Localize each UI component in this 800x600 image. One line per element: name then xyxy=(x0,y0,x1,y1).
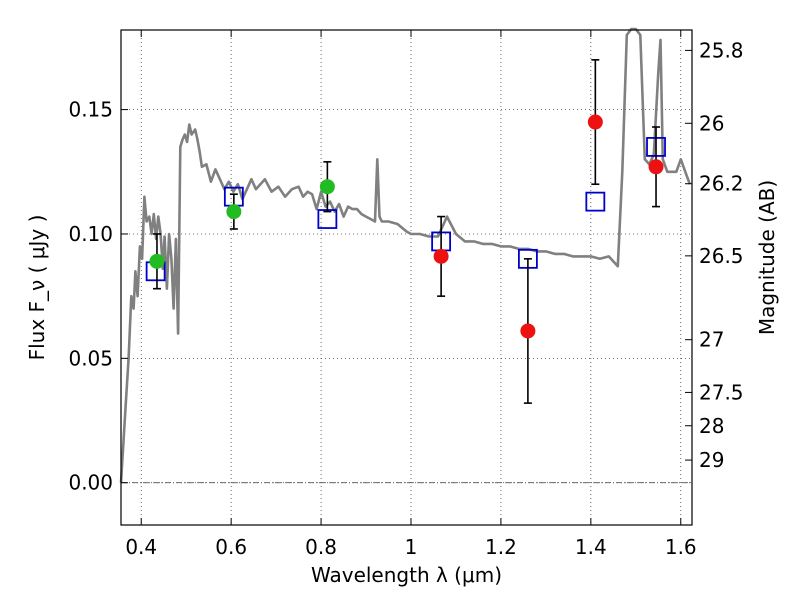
magnitude-tick-label: 29 xyxy=(699,448,724,472)
x-axis-label: Wavelength λ (μm) xyxy=(311,563,502,587)
data-point xyxy=(433,248,449,264)
y-tick-label: 0.10 xyxy=(68,222,113,246)
x-tick-label: 0.6 xyxy=(215,535,247,559)
model-spectrum xyxy=(119,27,692,483)
magnitude-tick-label: 26.5 xyxy=(699,244,744,268)
x-tick-label: 1.6 xyxy=(665,535,697,559)
model-spectrum-line xyxy=(119,27,692,483)
model-square-marker xyxy=(585,191,606,212)
data-point xyxy=(587,114,603,130)
data-point xyxy=(149,253,165,269)
magnitude-tick-label: 26.2 xyxy=(699,172,744,196)
x-tick-label: 0.8 xyxy=(305,535,337,559)
data-point xyxy=(226,204,242,220)
y-tick-label: 0.05 xyxy=(68,346,113,370)
y-axis-ticks: 0.00 0.05 0.10 0.15 xyxy=(68,98,128,495)
x-tick-label: 1.2 xyxy=(485,535,517,559)
magnitude-axis-label: Magnitude (AB) xyxy=(755,180,779,335)
model-photometry-squares xyxy=(145,137,666,282)
x-axis-ticks: 0.4 0.6 0.8 1 1.2 1.4 1.6 xyxy=(125,30,697,559)
data-point xyxy=(319,179,335,195)
magnitude-tick-label: 27 xyxy=(699,328,724,352)
data-point xyxy=(648,159,664,175)
magnitude-tick-label: 27.5 xyxy=(699,380,744,404)
observed-points xyxy=(149,114,664,339)
magnitude-tick-label: 26 xyxy=(699,111,724,135)
y-axis-label: Flux F_ν ( μJy ) xyxy=(25,215,49,361)
grid-lines xyxy=(121,30,692,525)
x-tick-label: 0.4 xyxy=(125,535,157,559)
x-tick-label: 1 xyxy=(405,535,418,559)
magnitude-axis-ticks: 25.8 26 26.2 26.5 27 27.5 28 29 xyxy=(685,38,744,472)
model-square-marker xyxy=(317,209,338,229)
plot-frame xyxy=(120,29,693,526)
magnitude-tick-label: 28 xyxy=(699,414,724,438)
x-tick-label: 1.4 xyxy=(575,535,607,559)
y-tick-label: 0.15 xyxy=(68,98,113,122)
data-point xyxy=(520,323,536,339)
magnitude-tick-label: 25.8 xyxy=(699,38,744,62)
y-tick-label: 0.00 xyxy=(68,471,113,495)
